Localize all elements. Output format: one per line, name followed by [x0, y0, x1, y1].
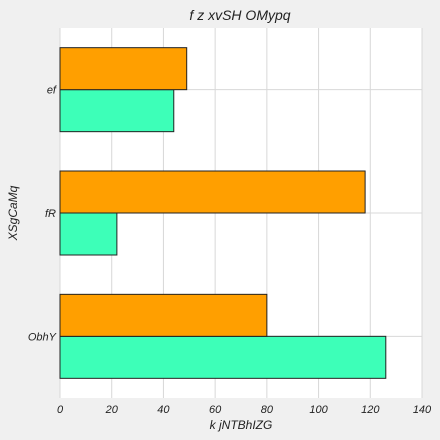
chart-title: f z xvSH OMypq — [189, 7, 290, 23]
x-tick-label: 20 — [105, 404, 119, 416]
x-tick-label: 140 — [413, 404, 432, 416]
x-tick-label: 80 — [261, 404, 274, 416]
bar-ef-series-1 — [59, 89, 175, 133]
x-tick-label: 0 — [57, 404, 64, 416]
x-tick-labels: 0 20 40 60 80 100 120 140 — [57, 404, 432, 416]
y-tick-label: ef — [47, 85, 57, 97]
bar-ObhY-series-2 — [59, 293, 268, 337]
y-axis-label: XSgCaMq — [6, 185, 20, 241]
x-tick-label: 120 — [361, 404, 380, 416]
y-tick-labels: ObhY fR ef — [28, 85, 57, 344]
y-tick-label: fR — [45, 208, 56, 220]
y-tick-label: ObhY — [28, 331, 57, 343]
x-tick-label: 100 — [309, 404, 328, 416]
bar-ef-series-2 — [59, 47, 188, 91]
bar-fR-series-1 — [59, 212, 118, 256]
bar-ObhY-series-1 — [59, 335, 387, 379]
x-tick-label: 40 — [157, 404, 170, 416]
x-tick-label: 60 — [209, 404, 222, 416]
bars — [59, 47, 387, 379]
x-axis-label: k jNTBhIZG — [210, 418, 273, 432]
bar-fR-series-2 — [59, 170, 366, 214]
